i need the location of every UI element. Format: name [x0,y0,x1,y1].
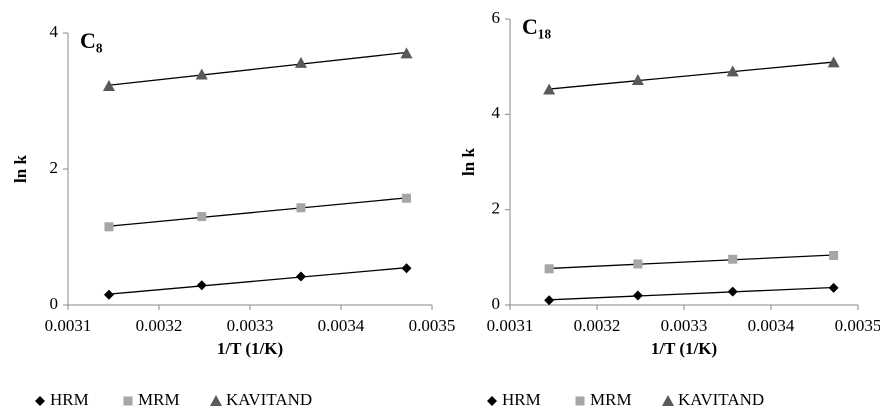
y-tick-label: 2 [492,199,501,218]
x-axis-label: 1/T (1/K) [651,339,717,358]
legend-label: KAVITAND [678,390,764,409]
x-tick-label: 0.0032 [136,316,183,335]
y-tick-label: 6 [492,8,501,27]
y-tick-label: 0 [50,294,59,313]
chart-title: C₁₈ [522,14,551,39]
legend-label: HRM [502,390,541,409]
legend-marker [662,395,674,406]
point [726,65,739,77]
point [400,47,413,59]
trendline [549,254,834,270]
y-tick-label: 4 [50,22,59,41]
y-axis-label: ln k [459,148,478,176]
trendline [549,61,834,90]
legend-label: MRM [590,390,632,409]
x-tick-label: 0.0031 [45,316,92,335]
point [544,264,554,274]
x-tick-label: 0.0032 [574,316,621,335]
y-tick-label: 4 [492,103,501,122]
trendline [549,286,834,301]
y-axis-label: ln k [11,155,30,183]
x-tick-label: 0.0033 [227,316,274,335]
x-tick-label: 0.0035 [409,316,456,335]
point [544,295,555,306]
point [196,280,207,291]
x-tick-label: 0.0034 [318,316,365,335]
trendline [108,267,407,295]
y-tick-label: 0 [492,294,501,313]
point [633,259,643,269]
point [102,80,115,92]
point [827,56,840,68]
legend-label: HRM [50,390,89,409]
x-tick-label: 0.0035 [835,316,880,335]
legend-marker [575,396,585,406]
point [103,289,114,300]
point [104,222,114,232]
chart-title: C₈ [80,28,103,53]
point [727,286,738,297]
point [197,212,207,222]
x-tick-label: 0.0033 [661,316,708,335]
point [632,290,643,301]
x-tick-label: 0.0034 [748,316,795,335]
point [296,203,306,213]
x-axis-label: 1/T (1/K) [217,339,283,358]
y-tick-label: 2 [50,158,59,177]
point [295,271,306,282]
point [828,282,839,293]
legend-marker [123,396,133,406]
point [401,263,412,274]
legend-marker [210,395,222,406]
legend-marker [35,396,45,406]
point [195,68,208,80]
point [631,74,644,86]
point [829,250,839,260]
legend-label: KAVITAND [226,390,312,409]
legend-marker [487,396,497,406]
point [294,56,307,68]
legend-label: MRM [138,390,180,409]
point [543,83,556,95]
x-tick-label: 0.0031 [487,316,534,335]
trendline [108,51,407,86]
point [402,193,412,203]
point [728,254,738,264]
trendline [108,197,407,227]
